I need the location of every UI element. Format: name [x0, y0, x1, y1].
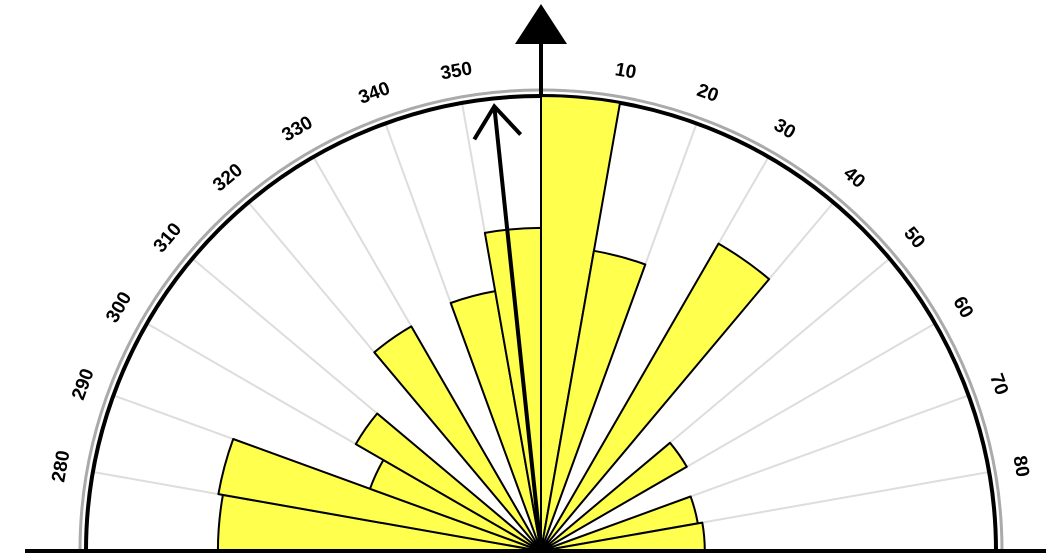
angle-tick-label: 320 [209, 160, 247, 196]
angle-tick-label: 310 [150, 219, 186, 257]
angle-tick-label: 10 [613, 59, 637, 83]
angle-tick-label: 50 [899, 223, 929, 253]
angle-tick-label: 340 [356, 78, 393, 109]
rose-bar [540, 242, 771, 552]
angle-tick-label: 330 [279, 112, 317, 146]
angle-tick-label: 350 [439, 58, 474, 84]
rose-bar [483, 226, 542, 552]
direction-arrows [472, 4, 567, 552]
angle-tick-label: 30 [770, 115, 799, 144]
angle-tick-label: 300 [102, 289, 136, 327]
rose-bar [540, 249, 647, 552]
angle-tick-label: 280 [48, 449, 74, 484]
rose-bar [540, 441, 688, 552]
angle-tick-label: 60 [948, 293, 977, 322]
angle-tick-label: 40 [839, 163, 869, 193]
rose-bar [217, 438, 542, 552]
north-arrowhead [515, 4, 567, 44]
rose-bar [354, 412, 542, 552]
rose-bars [216, 94, 771, 552]
angle-tick-label: 70 [985, 371, 1012, 398]
mean-direction-arrow [492, 106, 543, 552]
angle-tick-label: 290 [68, 366, 99, 403]
rose-bar [373, 325, 542, 552]
angle-tick-label: 80 [1008, 454, 1032, 478]
mean-direction-arrowhead [472, 103, 523, 141]
angle-tick-label: 20 [694, 80, 721, 107]
